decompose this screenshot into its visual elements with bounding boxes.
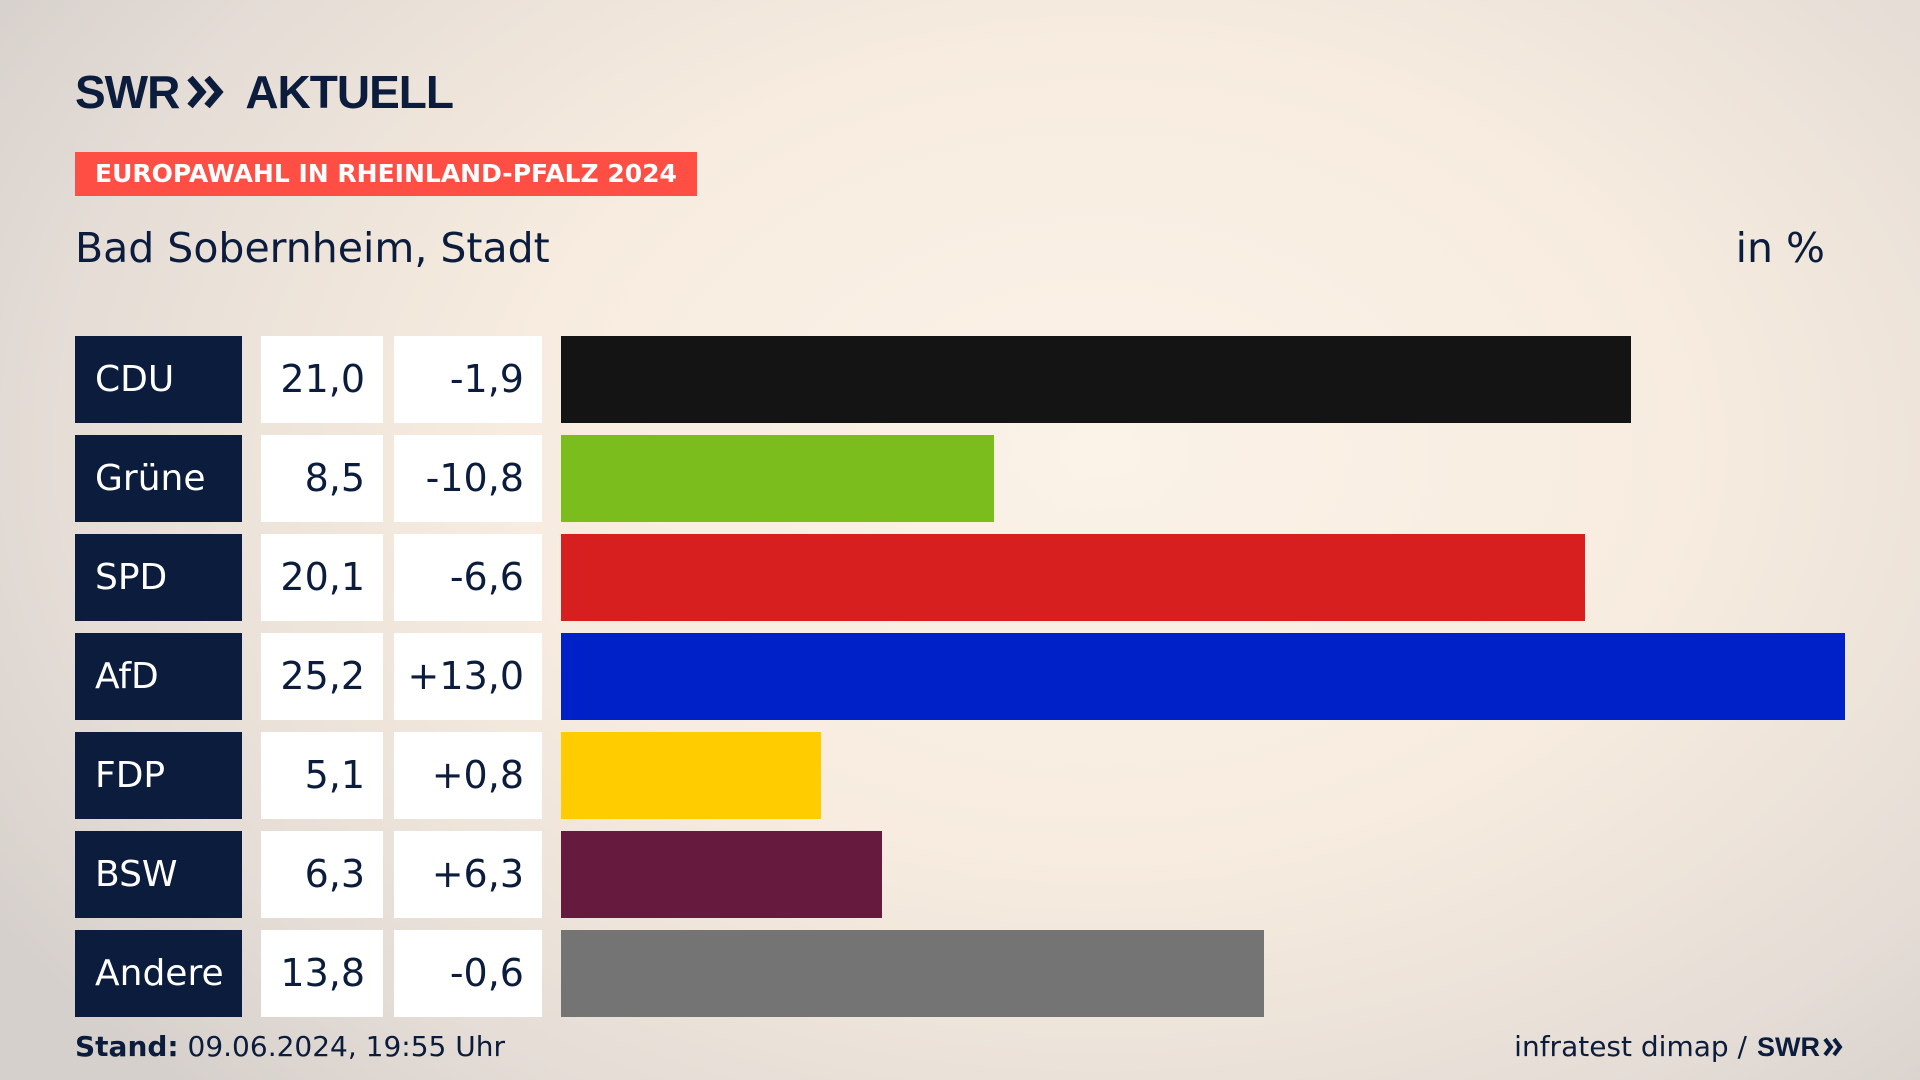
timestamp: Stand: 09.06.2024, 19:55 Uhr xyxy=(75,1030,505,1064)
party-label: Andere xyxy=(75,930,242,1017)
double-chevron-icon-small xyxy=(1823,1037,1843,1057)
chart-row: BSW 6,3 +6,3 xyxy=(75,831,1845,918)
bar xyxy=(561,732,821,819)
value-label: 21,0 xyxy=(261,336,383,423)
value-label: 20,1 xyxy=(261,534,383,621)
logo-aktuell-text: AKTUELL xyxy=(245,66,454,118)
bar xyxy=(561,930,1264,1017)
bar xyxy=(561,831,882,918)
party-label: SPD xyxy=(75,534,242,621)
page-title: Bad Sobernheim, Stadt xyxy=(75,224,550,272)
double-chevron-icon xyxy=(187,75,227,109)
diff-label: +13,0 xyxy=(394,633,542,720)
swr-aktuell-logo: SWR AKTUELL xyxy=(75,64,454,120)
party-label: BSW xyxy=(75,831,242,918)
stand-label: Stand: xyxy=(75,1030,179,1063)
value-label: 25,2 xyxy=(261,633,383,720)
stand-value: 09.06.2024, 19:55 Uhr xyxy=(187,1030,505,1063)
value-label: 8,5 xyxy=(261,435,383,522)
bar xyxy=(561,534,1585,621)
party-label: CDU xyxy=(75,336,242,423)
party-label: AfD xyxy=(75,633,242,720)
diff-label: -1,9 xyxy=(394,336,542,423)
bar xyxy=(561,435,994,522)
bar xyxy=(561,633,1845,720)
bar xyxy=(561,336,1631,423)
chart-row: Andere 13,8 -0,6 xyxy=(75,930,1845,1017)
value-label: 6,3 xyxy=(261,831,383,918)
diff-label: -10,8 xyxy=(394,435,542,522)
diff-label: +0,8 xyxy=(394,732,542,819)
diff-label: -0,6 xyxy=(394,930,542,1017)
source-credit: infratest dimap / SWR xyxy=(1514,1030,1845,1064)
election-tag: EUROPAWAHL IN RHEINLAND-PFALZ 2024 xyxy=(75,152,697,196)
party-label: FDP xyxy=(75,732,242,819)
swr-mini-logo: SWR xyxy=(1757,1030,1845,1064)
value-label: 13,8 xyxy=(261,930,383,1017)
party-label: Grüne xyxy=(75,435,242,522)
mini-logo-text: SWR xyxy=(1757,1032,1820,1062)
chart-row: CDU 21,0 -1,9 xyxy=(75,336,1845,423)
unit-label: in % xyxy=(1735,224,1825,272)
diff-label: -6,6 xyxy=(394,534,542,621)
chart-row: AfD 25,2 +13,0 xyxy=(75,633,1845,720)
logo-swr-text: SWR xyxy=(75,66,180,118)
chart-row: FDP 5,1 +0,8 xyxy=(75,732,1845,819)
value-label: 5,1 xyxy=(261,732,383,819)
chart-row: SPD 20,1 -6,6 xyxy=(75,534,1845,621)
chart-row: Grüne 8,5 -10,8 xyxy=(75,435,1845,522)
source-text: infratest dimap / xyxy=(1514,1030,1747,1063)
diff-label: +6,3 xyxy=(394,831,542,918)
